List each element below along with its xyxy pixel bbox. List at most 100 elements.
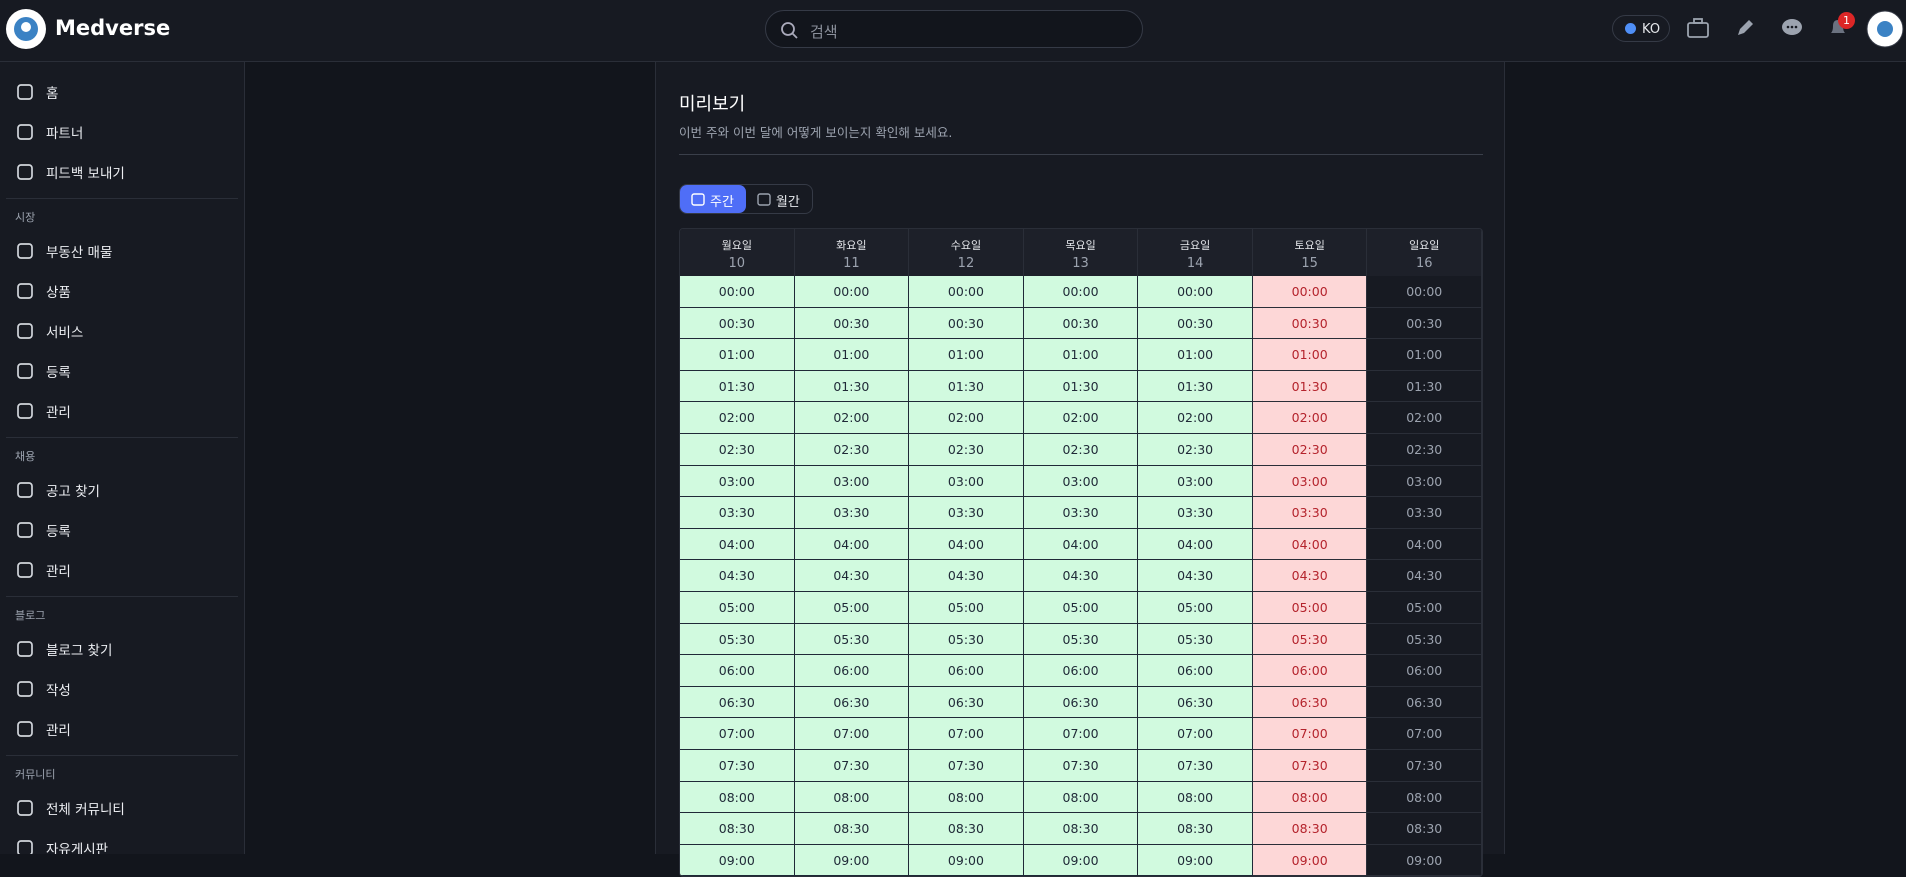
time-slot[interactable]: 04:00: [909, 528, 1024, 561]
time-slot[interactable]: 08:00: [794, 781, 910, 814]
nav-item[interactable]: 공고 찾기: [6, 470, 238, 510]
time-slot[interactable]: 05:00: [1367, 591, 1482, 624]
time-slot[interactable]: 07:00: [909, 718, 1024, 750]
time-slot[interactable]: 01:00: [794, 339, 910, 371]
time-slot[interactable]: 02:00: [794, 402, 910, 434]
time-slot[interactable]: 06:30: [1252, 686, 1368, 719]
time-slot[interactable]: 03:00: [1367, 465, 1482, 498]
time-slot[interactable]: 07:00: [1138, 718, 1253, 750]
brand[interactable]: Medverse: [55, 16, 171, 40]
nav-item[interactable]: 작성: [6, 669, 238, 709]
nav-item[interactable]: 관리: [6, 391, 238, 431]
time-slot[interactable]: 00:30: [1023, 307, 1139, 340]
time-slot[interactable]: 03:00: [1023, 465, 1139, 498]
time-slot[interactable]: 02:30: [909, 433, 1024, 466]
time-slot[interactable]: 06:00: [1252, 655, 1368, 687]
nav-item[interactable]: 파트너: [0, 112, 244, 152]
time-slot[interactable]: 05:00: [680, 591, 795, 624]
time-slot[interactable]: 00:00: [1367, 276, 1482, 308]
time-slot[interactable]: 02:00: [680, 402, 795, 434]
time-slot[interactable]: 01:00: [1367, 339, 1482, 371]
time-slot[interactable]: 06:00: [680, 655, 795, 687]
time-slot[interactable]: 06:00: [909, 655, 1024, 687]
nav-item[interactable]: 블로그 찾기: [6, 629, 238, 669]
time-slot[interactable]: 03:30: [1367, 497, 1482, 529]
nav-item[interactable]: 관리: [6, 550, 238, 590]
time-slot[interactable]: 01:00: [1138, 339, 1253, 371]
time-slot[interactable]: 06:00: [794, 655, 910, 687]
nav-item[interactable]: 전체 커뮤니티: [6, 788, 238, 828]
time-slot[interactable]: 03:30: [1252, 497, 1368, 529]
time-slot[interactable]: 09:00: [1252, 844, 1368, 877]
nav-item[interactable]: 홈: [0, 72, 244, 112]
time-slot[interactable]: 08:00: [909, 781, 1024, 814]
time-slot[interactable]: 02:00: [1138, 402, 1253, 434]
time-slot[interactable]: 06:30: [1367, 686, 1482, 719]
time-slot[interactable]: 06:00: [1367, 655, 1482, 687]
time-slot[interactable]: 05:30: [1023, 623, 1139, 656]
time-slot[interactable]: 01:30: [680, 370, 795, 403]
time-slot[interactable]: 06:30: [794, 686, 910, 719]
time-slot[interactable]: 06:30: [1023, 686, 1139, 719]
time-slot[interactable]: 05:30: [909, 623, 1024, 656]
time-slot[interactable]: 00:30: [680, 307, 795, 340]
tab[interactable]: 주간: [680, 185, 746, 213]
time-slot[interactable]: 03:30: [1138, 497, 1253, 529]
nav-item[interactable]: 서비스: [6, 311, 238, 351]
time-slot[interactable]: 08:00: [680, 781, 795, 814]
nav-item[interactable]: 피드백 보내기: [0, 152, 244, 192]
time-slot[interactable]: 08:00: [1138, 781, 1253, 814]
edit-icon[interactable]: [1735, 18, 1755, 38]
time-slot[interactable]: 08:00: [1367, 781, 1482, 814]
time-slot[interactable]: 03:00: [1138, 465, 1253, 498]
time-slot[interactable]: 08:30: [1138, 813, 1253, 845]
time-slot[interactable]: 07:30: [1138, 749, 1253, 782]
time-slot[interactable]: 07:30: [1252, 749, 1368, 782]
time-slot[interactable]: 03:00: [909, 465, 1024, 498]
time-slot[interactable]: 01:00: [680, 339, 795, 371]
time-slot[interactable]: 02:00: [1367, 402, 1482, 434]
time-slot[interactable]: 00:30: [1367, 307, 1482, 340]
time-slot[interactable]: 02:00: [1252, 402, 1368, 434]
time-slot[interactable]: 02:30: [1138, 433, 1253, 466]
time-slot[interactable]: 09:00: [680, 844, 795, 877]
time-slot[interactable]: 08:00: [1252, 781, 1368, 814]
time-slot[interactable]: 04:30: [1367, 560, 1482, 592]
time-slot[interactable]: 00:30: [1252, 307, 1368, 340]
nav-item[interactable]: 상품: [6, 271, 238, 311]
time-slot[interactable]: 04:30: [794, 560, 910, 592]
time-slot[interactable]: 08:30: [1252, 813, 1368, 845]
time-slot[interactable]: 00:00: [1023, 276, 1139, 308]
time-slot[interactable]: 04:30: [1023, 560, 1139, 592]
time-slot[interactable]: 01:30: [1023, 370, 1139, 403]
time-slot[interactable]: 01:30: [1367, 370, 1482, 403]
time-slot[interactable]: 06:00: [1023, 655, 1139, 687]
time-slot[interactable]: 03:00: [794, 465, 910, 498]
time-slot[interactable]: 05:30: [1252, 623, 1368, 656]
chat-icon[interactable]: [1781, 18, 1803, 38]
nav-item[interactable]: 자유게시판: [6, 828, 238, 854]
time-slot[interactable]: 02:00: [909, 402, 1024, 434]
time-slot[interactable]: 03:30: [909, 497, 1024, 529]
time-slot[interactable]: 00:30: [1138, 307, 1253, 340]
time-slot[interactable]: 05:00: [1252, 591, 1368, 624]
time-slot[interactable]: 02:30: [1367, 433, 1482, 466]
time-slot[interactable]: 05:00: [909, 591, 1024, 624]
time-slot[interactable]: 09:00: [1138, 844, 1253, 877]
time-slot[interactable]: 07:00: [680, 718, 795, 750]
time-slot[interactable]: 04:00: [1023, 528, 1139, 561]
time-slot[interactable]: 03:00: [680, 465, 795, 498]
time-slot[interactable]: 03:30: [680, 497, 795, 529]
briefcase-icon[interactable]: [1687, 18, 1709, 38]
tab[interactable]: 월간: [746, 185, 812, 213]
time-slot[interactable]: 06:00: [1138, 655, 1253, 687]
time-slot[interactable]: 05:00: [794, 591, 910, 624]
time-slot[interactable]: 05:30: [1367, 623, 1482, 656]
time-slot[interactable]: 05:00: [1023, 591, 1139, 624]
time-slot[interactable]: 03:30: [794, 497, 910, 529]
time-slot[interactable]: 07:30: [794, 749, 910, 782]
time-slot[interactable]: 00:30: [794, 307, 910, 340]
time-slot[interactable]: 04:30: [909, 560, 1024, 592]
time-slot[interactable]: 02:30: [1023, 433, 1139, 466]
time-slot[interactable]: 01:00: [1023, 339, 1139, 371]
